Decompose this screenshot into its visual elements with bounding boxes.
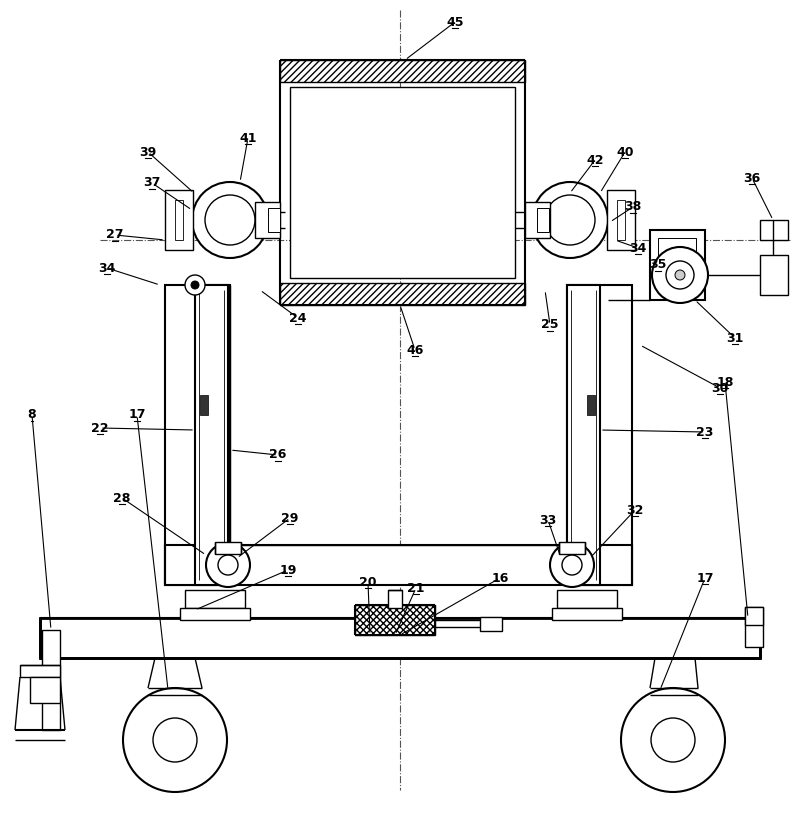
Bar [658, 238, 696, 292]
Circle shape [562, 555, 582, 575]
Bar [195, 285, 228, 585]
Bar [559, 542, 585, 554]
Bar [30, 677, 60, 703]
Circle shape [666, 261, 694, 289]
Circle shape [621, 688, 725, 792]
Text: 28: 28 [114, 492, 130, 505]
Text: 45: 45 [446, 15, 464, 28]
Text: 21: 21 [407, 581, 425, 594]
Bar [175, 200, 183, 240]
Bar [650, 230, 705, 300]
Text: 36: 36 [743, 172, 761, 185]
Text: 29: 29 [282, 511, 298, 524]
Bar [525, 202, 550, 238]
Bar [355, 605, 435, 635]
Text: 22: 22 [91, 422, 109, 435]
Text: 33: 33 [539, 514, 557, 527]
Bar [607, 190, 635, 250]
Text: 27: 27 [106, 229, 124, 242]
Circle shape [550, 543, 594, 587]
Bar [760, 255, 788, 295]
Bar [617, 200, 625, 240]
Circle shape [205, 195, 255, 245]
Bar [255, 202, 280, 238]
Bar [388, 590, 402, 608]
Text: 42: 42 [586, 154, 604, 167]
Text: 46: 46 [406, 344, 424, 357]
Text: 41: 41 [239, 132, 257, 145]
Text: 20: 20 [359, 575, 377, 589]
Circle shape [191, 281, 199, 289]
Text: 38: 38 [624, 200, 642, 213]
Circle shape [218, 555, 238, 575]
Circle shape [532, 182, 608, 258]
Bar [180, 608, 250, 620]
Bar [280, 283, 525, 305]
Bar [280, 60, 525, 82]
Bar [745, 607, 763, 625]
Bar [185, 590, 245, 608]
Circle shape [206, 543, 250, 587]
Circle shape [652, 247, 708, 303]
Bar [480, 617, 502, 631]
Bar [537, 208, 549, 232]
Text: 17: 17 [128, 409, 146, 422]
Bar [557, 590, 617, 608]
Text: 39: 39 [139, 146, 157, 159]
Text: 8: 8 [28, 409, 36, 422]
Bar [215, 542, 241, 554]
Bar [20, 665, 60, 677]
Text: 26: 26 [270, 449, 286, 462]
Circle shape [545, 195, 595, 245]
Bar [165, 545, 632, 585]
Text: 34: 34 [630, 242, 646, 255]
Text: 25: 25 [542, 318, 558, 331]
Text: 32: 32 [626, 504, 644, 517]
Text: 35: 35 [650, 259, 666, 272]
Bar [40, 618, 760, 658]
Bar [200, 395, 208, 415]
Bar [745, 607, 763, 647]
Bar [268, 208, 280, 232]
Text: 17: 17 [696, 571, 714, 584]
Circle shape [123, 688, 227, 792]
Text: 30: 30 [711, 382, 729, 395]
Bar [165, 285, 230, 585]
Text: 16: 16 [491, 571, 509, 584]
Circle shape [675, 270, 685, 280]
Circle shape [192, 182, 268, 258]
Circle shape [185, 275, 205, 295]
Bar [760, 220, 788, 240]
Bar [567, 285, 632, 585]
Circle shape [651, 718, 695, 762]
Bar [42, 630, 60, 730]
Bar [552, 608, 622, 620]
Text: 23: 23 [696, 426, 714, 439]
Bar [587, 395, 595, 415]
Text: 18: 18 [716, 375, 734, 388]
Circle shape [153, 718, 197, 762]
Bar [567, 285, 600, 585]
Text: 40: 40 [616, 146, 634, 159]
Text: 31: 31 [726, 331, 744, 344]
Text: 24: 24 [290, 312, 306, 325]
Bar [290, 87, 515, 278]
Text: 37: 37 [143, 177, 161, 190]
Text: 19: 19 [279, 563, 297, 576]
Bar [165, 190, 193, 250]
Text: 34: 34 [98, 261, 116, 274]
